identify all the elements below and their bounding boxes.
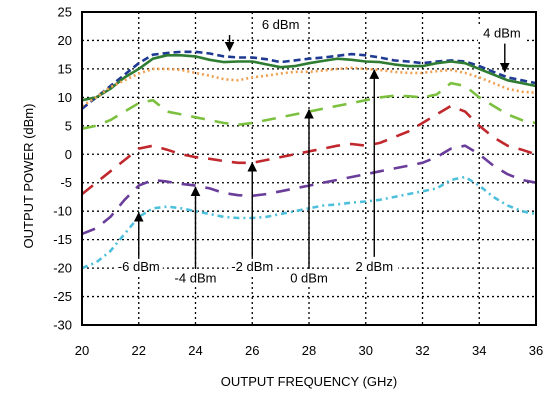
annotation-minus-4-dbm: -4 dBm	[175, 270, 217, 285]
y-tick-label: 15	[58, 61, 72, 76]
annotations: 6 dBm 4 dBm 2 dBm 0 dBm -2 dBm -4 dBm -6 dBm	[114, 17, 526, 287]
y-tick-label: -10	[53, 204, 72, 219]
y-tick-label: 20	[58, 33, 72, 48]
y-tick-label: 25	[58, 5, 72, 20]
series-line-4-dbm	[81, 54, 537, 102]
series-line-0-dbm	[81, 81, 537, 130]
annotation-bg	[114, 258, 163, 275]
x-tick-label: 30	[359, 343, 373, 358]
annotation-4-dbm: 4 dBm	[483, 26, 521, 41]
x-tick-label: 36	[529, 343, 543, 358]
series-line-minus-6-dbm	[81, 175, 537, 270]
annotation-6-dbm: 6 dBm	[262, 17, 300, 32]
y-tick-label: -20	[53, 261, 72, 276]
x-tick-label: 26	[245, 343, 259, 358]
y-tick-label: -15	[53, 232, 72, 247]
y-tick-label: -30	[53, 318, 72, 333]
x-tick-label: 20	[75, 343, 89, 358]
plot-frame	[81, 11, 537, 326]
series-line-6-dbm	[81, 50, 537, 110]
series-line-2-dbm	[81, 66, 537, 108]
annotation-bg	[171, 270, 220, 287]
y-tick-label: 0	[65, 147, 72, 162]
x-tick-label: 24	[188, 343, 202, 358]
annotation-minus-2-dbm: -2 dBm	[231, 259, 273, 274]
annotation-bg	[350, 258, 399, 275]
annotation-2-dbm: 2 dBm	[355, 259, 393, 274]
x-tick-label: 34	[472, 343, 486, 358]
annotation-bg	[285, 270, 333, 287]
y-axis-label: OUTPUT POWER (dBm)	[21, 104, 36, 249]
y-tick-label: -5	[60, 175, 72, 190]
annotation-0-dbm: 0 dBm	[290, 270, 328, 285]
tick-labels: 20 22 24 26 28 30 32 34 36 25 20 15 10 5 0 -5 -10 -15 -20 -…	[53, 5, 543, 359]
y-tick-label: -25	[53, 289, 72, 304]
x-tick-label: 28	[302, 343, 316, 358]
y-tick-label: 5	[65, 118, 72, 133]
annotation-minus-6-dbm: -6 dBm	[118, 259, 160, 274]
y-tick-label: 10	[58, 90, 72, 105]
annotation-bg	[228, 258, 277, 275]
annotation-bg	[477, 25, 526, 42]
x-tick-label: 32	[415, 343, 429, 358]
x-tick-label: 22	[132, 343, 146, 358]
annotation-bg	[256, 17, 305, 34]
x-axis-label: OUTPUT FREQUENCY (GHz)	[221, 374, 397, 389]
